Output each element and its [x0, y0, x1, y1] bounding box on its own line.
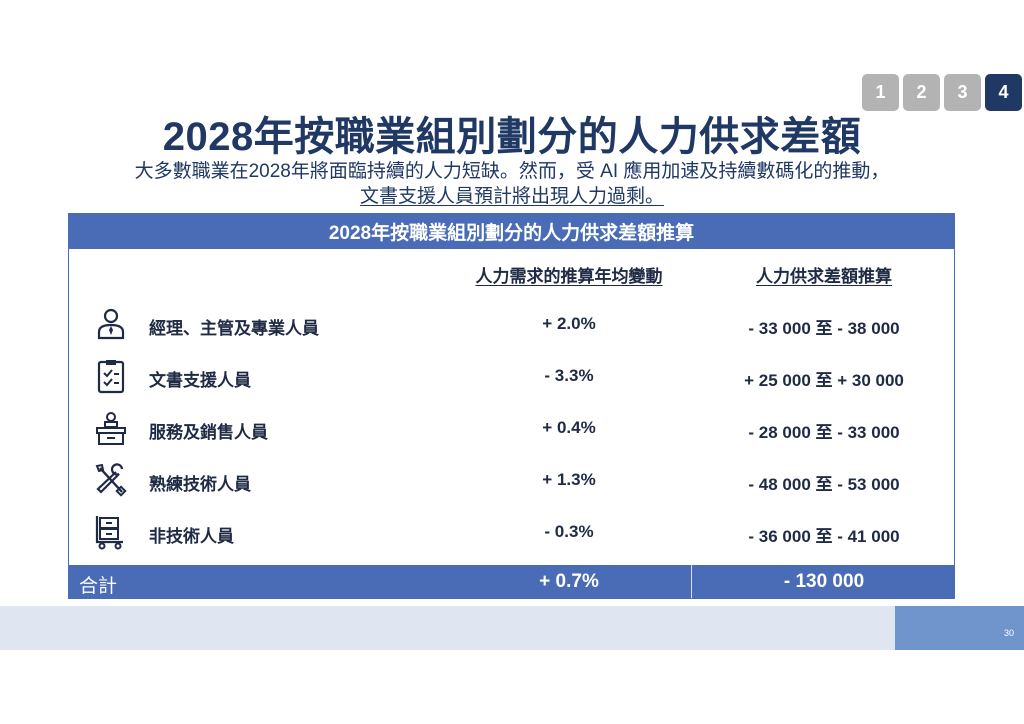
- page-tab-1[interactable]: 1: [862, 74, 899, 111]
- table-row: 熟練技術人員 + 1.3% - 48 000 至 - 53 000: [69, 460, 954, 500]
- total-row: 合計 + 0.7% - 130 000: [69, 565, 954, 598]
- subtitle-line-2: 文書支援人員預計將出現人力過剩。: [0, 181, 1024, 208]
- row-change: - 3.3%: [544, 366, 594, 385]
- column-header-change: 人力需求的推算年均變動: [475, 267, 663, 286]
- row-label: 熟練技術人員: [149, 475, 251, 494]
- service-counter-icon: [96, 412, 126, 445]
- row-change: + 2.0%: [542, 314, 596, 333]
- footer-band: [0, 606, 895, 650]
- page-title: 2028年按職業組別劃分的人力供求差額: [162, 115, 862, 159]
- subtitle-line-2-text: 文書支援人員預計將出現人力過剩。: [359, 186, 664, 207]
- total-gap: - 130 000: [783, 571, 865, 592]
- total-divider: [691, 565, 692, 598]
- tools-wrench-screwdriver-icon: [95, 463, 127, 497]
- page-tab-2[interactable]: 2: [903, 74, 940, 111]
- page-number: 30: [1003, 628, 1014, 638]
- row-label: 非技術人員: [149, 527, 234, 546]
- cart-boxes-icon: [95, 516, 123, 550]
- column-header-gap: 人力供求差額推算: [756, 267, 892, 286]
- manager-person-icon: [97, 308, 125, 340]
- row-gap: - 28 000 至 - 33 000: [748, 423, 900, 442]
- row-gap: - 48 000 至 - 53 000: [748, 475, 900, 494]
- table-row: 文書支援人員 - 3.3% + 25 000 至 + 30 000: [69, 356, 954, 396]
- table-row: 非技術人員 - 0.3% - 36 000 至 - 41 000: [69, 512, 954, 552]
- row-change: + 0.4%: [542, 418, 596, 437]
- subtitle-line-1: 大多數職業在2028年將面臨持續的人力短缺。然而，受 AI 應用加速及持續數碼化…: [134, 161, 890, 182]
- total-label: 合計: [79, 576, 118, 597]
- page-tabs: 1 2 3 4: [862, 74, 1022, 111]
- row-label: 經理、主管及專業人員: [149, 319, 319, 338]
- page-tab-3[interactable]: 3: [944, 74, 981, 111]
- row-label: 文書支援人員: [149, 371, 251, 390]
- page-tab-4[interactable]: 4: [985, 74, 1022, 111]
- supply-gap-table: 2028年按職業組別劃分的人力供求差額推算 人力需求的推算年均變動 人力供求差額…: [68, 213, 955, 599]
- table-row: 服務及銷售人員 + 0.4% - 28 000 至 - 33 000: [69, 408, 954, 448]
- footer-page-box: 30: [895, 606, 1024, 650]
- row-gap: - 33 000 至 - 38 000: [748, 319, 900, 338]
- row-gap: + 25 000 至 + 30 000: [744, 371, 904, 390]
- table-header: 2028年按職業組別劃分的人力供求差額推算: [69, 214, 954, 249]
- clipboard-check-icon: [97, 360, 125, 394]
- row-label: 服務及銷售人員: [149, 423, 268, 442]
- row-gap: - 36 000 至 - 41 000: [748, 527, 900, 546]
- table-row: 經理、主管及專業人員 + 2.0% - 33 000 至 - 38 000: [69, 304, 954, 344]
- total-change: + 0.7%: [539, 571, 599, 592]
- row-change: - 0.3%: [544, 522, 594, 541]
- row-change: + 1.3%: [542, 470, 596, 489]
